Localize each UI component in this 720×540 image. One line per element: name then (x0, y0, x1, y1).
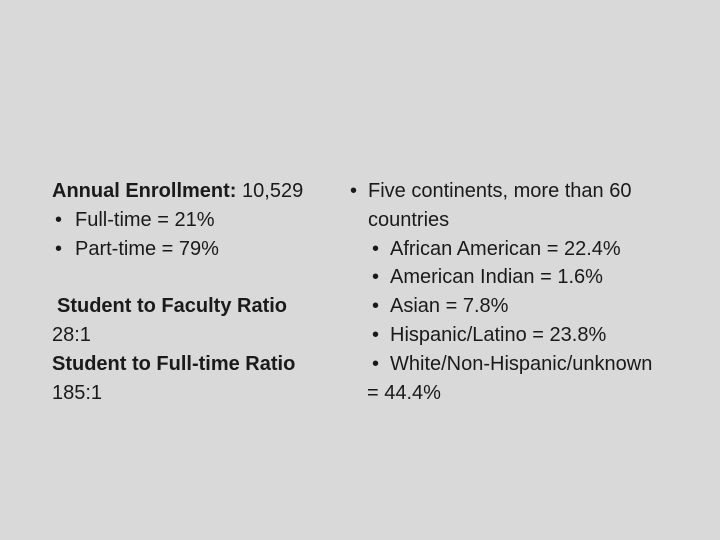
bullet-marker: • (372, 266, 380, 289)
african-american-bullet-line: • African American = 22.4% (372, 235, 710, 264)
parttime-value-text: Part-time = 79% (75, 237, 219, 260)
hispanic-latino-text: Hispanic/Latino = 23.8% (390, 323, 607, 346)
enrollment-line: Annual Enrollment: 10,529 (52, 177, 342, 206)
bullet-marker: • (55, 237, 63, 260)
fulltime-value-text: Full-time = 21% (75, 208, 215, 231)
left-text-block: Annual Enrollment: 10,529 • Full-time = … (52, 177, 342, 407)
right-text-block: • Five continents, more than 60 countrie… (350, 177, 710, 407)
bullet-marker: • (372, 237, 380, 260)
bullet-marker: • (55, 208, 63, 231)
blank-line (52, 263, 342, 292)
parttime-bullet-line: • Part-time = 79% (52, 235, 342, 264)
asian-text: Asian = 7.8% (390, 295, 509, 318)
american-indian-text: American Indian = 1.6% (390, 266, 603, 289)
continents-text: Five continents, more than 60 (368, 180, 632, 202)
white-nonhispanic-text: White/Non-Hispanic/unknown (390, 352, 653, 375)
continents-wrap-line: countries (368, 208, 450, 231)
bullet-marker: • (372, 352, 380, 375)
bullet-marker: • (350, 180, 358, 202)
enrollment-value: 10,529 (242, 180, 304, 202)
fulltime-ratio-heading: Student to Full-time Ratio (52, 352, 296, 375)
asian-bullet-line: • Asian = 7.8% (372, 292, 710, 321)
american-indian-bullet-line: • American Indian = 1.6% (372, 263, 710, 292)
hispanic-latino-bullet-line: • Hispanic/Latino = 23.8% (372, 321, 710, 350)
faculty-ratio-value: 28:1 (52, 323, 91, 346)
bullet-marker: • (372, 295, 380, 318)
fulltime-ratio-value: 185:1 (52, 381, 103, 404)
african-american-text: African American = 22.4% (390, 237, 621, 260)
continents-bullet-line: • Five continents, more than 60 (350, 177, 710, 206)
white-nonhispanic-wrap-value: = 44.4% (367, 381, 441, 404)
fulltime-bullet-line: • Full-time = 21% (52, 206, 342, 235)
faculty-ratio-heading: Student to Faculty Ratio (57, 295, 287, 318)
bullet-marker: • (372, 323, 380, 346)
enrollment-label: Annual Enrollment: (52, 180, 237, 202)
white-nonhispanic-bullet-line: • White/Non-Hispanic/unknown (372, 350, 710, 379)
